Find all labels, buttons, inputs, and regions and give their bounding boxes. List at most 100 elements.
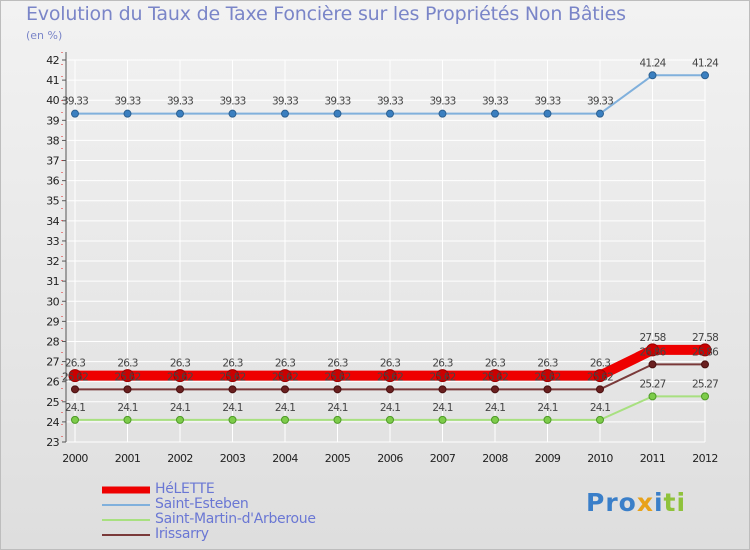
legend-label: Saint-Esteben bbox=[155, 496, 249, 512]
data-label: 26.86 bbox=[692, 346, 719, 358]
y-tick-label: 36 bbox=[46, 175, 59, 188]
data-label: 24.1 bbox=[485, 402, 505, 414]
data-label: 39.33 bbox=[62, 96, 88, 108]
data-point bbox=[228, 109, 237, 118]
data-label: 26.3 bbox=[327, 358, 347, 370]
x-tick-label: 2003 bbox=[220, 452, 246, 465]
data-point bbox=[278, 369, 292, 383]
y-tick-label: 33 bbox=[46, 235, 59, 248]
data-label: 39.33 bbox=[482, 96, 508, 108]
y-tick-label: 37 bbox=[46, 155, 59, 168]
data-label: 39.33 bbox=[219, 96, 245, 108]
data-label: 25.62 bbox=[114, 371, 140, 383]
data-label: 24.1 bbox=[275, 402, 295, 414]
data-point bbox=[491, 109, 499, 118]
data-label: 39.33 bbox=[377, 96, 403, 108]
y-tick-label: 34 bbox=[46, 215, 59, 228]
data-label: 24.1 bbox=[380, 402, 400, 414]
data-label: 24.1 bbox=[222, 402, 242, 414]
data-point bbox=[71, 385, 79, 394]
data-point bbox=[438, 385, 447, 394]
data-label: 25.27 bbox=[692, 378, 718, 390]
data-point bbox=[333, 385, 342, 394]
data-point bbox=[488, 369, 502, 383]
legend-swatch bbox=[102, 486, 150, 494]
data-label: 25.62 bbox=[429, 371, 455, 383]
y-tick-label: 41 bbox=[46, 74, 59, 87]
proxiti-logo: Proxiti bbox=[586, 488, 687, 517]
x-tick-label: 2007 bbox=[430, 452, 456, 465]
data-point bbox=[176, 109, 184, 118]
data-point bbox=[596, 415, 604, 424]
data-label: 26.3 bbox=[537, 358, 557, 370]
data-point bbox=[281, 385, 289, 394]
data-point bbox=[333, 415, 342, 424]
data-point bbox=[123, 385, 132, 394]
data-label: 24.1 bbox=[170, 402, 190, 414]
data-label: 25.62 bbox=[324, 371, 350, 383]
data-point bbox=[646, 343, 659, 357]
series-layer bbox=[68, 71, 712, 424]
data-point bbox=[386, 385, 394, 394]
data-label: 26.3 bbox=[65, 358, 85, 370]
x-tick-label: 2002 bbox=[167, 452, 193, 465]
y-tick-label: 32 bbox=[46, 255, 59, 268]
data-point bbox=[123, 109, 132, 118]
data-label: 25.62 bbox=[482, 371, 508, 383]
y-tick-label: 23 bbox=[46, 436, 59, 449]
data-point bbox=[333, 109, 342, 118]
data-point bbox=[701, 392, 709, 401]
data-point bbox=[123, 415, 132, 424]
data-label: 25.62 bbox=[62, 371, 88, 383]
data-point bbox=[173, 369, 187, 383]
data-point bbox=[228, 415, 237, 424]
data-label: 25.62 bbox=[587, 371, 613, 383]
data-point bbox=[593, 369, 607, 383]
data-label: 25.62 bbox=[167, 371, 193, 383]
legend-label: HéLETTE bbox=[155, 481, 215, 497]
x-tick-label: 2009 bbox=[535, 452, 561, 465]
y-tick-label: 31 bbox=[46, 275, 59, 288]
chart-subtitle: (en %) bbox=[26, 29, 63, 42]
data-label: 39.33 bbox=[534, 96, 560, 108]
x-tick-label: 2000 bbox=[62, 452, 88, 465]
x-tick-label: 2011 bbox=[640, 452, 666, 465]
data-label: 26.3 bbox=[275, 358, 295, 370]
y-tick-label: 42 bbox=[46, 54, 59, 67]
data-label: 25.62 bbox=[377, 371, 403, 383]
data-point bbox=[436, 369, 449, 383]
data-label: 24.1 bbox=[590, 402, 610, 414]
y-tick-label: 28 bbox=[46, 335, 59, 348]
data-label: 27.58 bbox=[692, 332, 718, 344]
data-point bbox=[541, 369, 554, 383]
y-tick-label: 30 bbox=[46, 295, 59, 308]
data-point bbox=[596, 385, 604, 394]
data-point bbox=[648, 71, 657, 80]
data-label: 39.33 bbox=[324, 96, 350, 108]
data-point bbox=[383, 369, 397, 383]
data-label: 26.3 bbox=[590, 358, 610, 370]
data-label: 24.1 bbox=[432, 402, 452, 414]
data-point bbox=[438, 109, 447, 118]
data-label: 41.24 bbox=[692, 57, 719, 69]
data-point bbox=[543, 385, 552, 394]
data-label: 24.1 bbox=[65, 402, 85, 414]
data-label: 39.33 bbox=[272, 96, 298, 108]
data-label: 26.3 bbox=[117, 358, 137, 370]
y-tick-label: 35 bbox=[46, 195, 59, 208]
data-point bbox=[68, 369, 82, 383]
data-point bbox=[386, 109, 394, 118]
data-point bbox=[71, 109, 79, 118]
data-label: 39.33 bbox=[429, 96, 455, 108]
data-label: 25.62 bbox=[272, 371, 298, 383]
data-point bbox=[226, 369, 239, 383]
data-point bbox=[71, 415, 79, 424]
data-point bbox=[701, 71, 709, 80]
data-label: 25.27 bbox=[639, 378, 665, 390]
data-point bbox=[648, 392, 657, 401]
data-label: 24.1 bbox=[537, 402, 557, 414]
data-point bbox=[698, 343, 712, 357]
x-tick-label: 2005 bbox=[325, 452, 351, 465]
y-tick-label: 29 bbox=[46, 315, 59, 328]
data-point bbox=[491, 385, 499, 394]
